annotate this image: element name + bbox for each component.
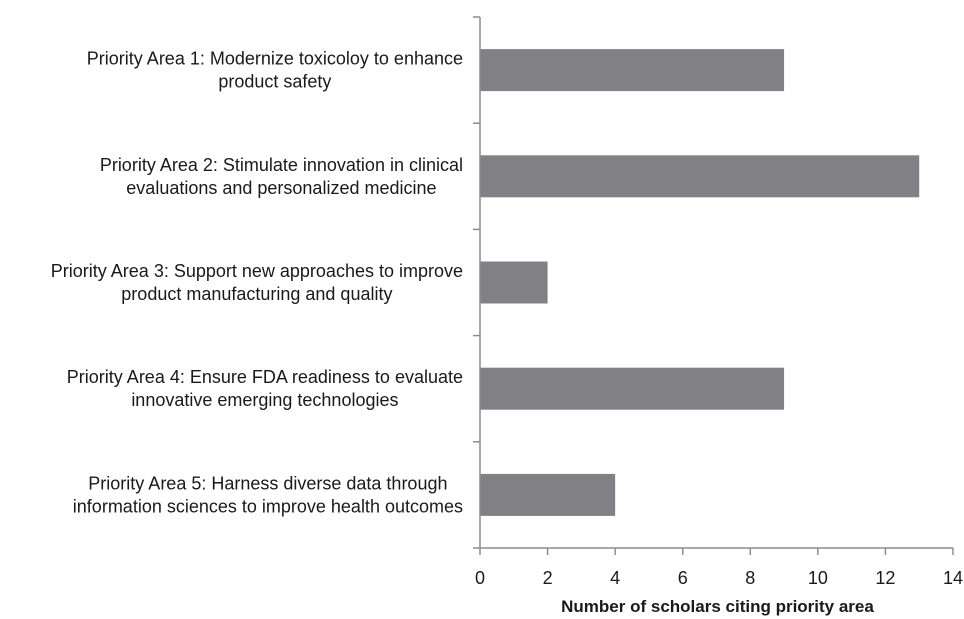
bar	[480, 49, 785, 92]
y-axis-ticks	[473, 16, 480, 549]
bar	[480, 367, 785, 410]
category-label-line: innovative emerging technologies	[131, 390, 398, 410]
bar	[480, 261, 548, 304]
category-label-line: evaluations and personalized medicine	[126, 178, 436, 198]
x-tick-label: 2	[543, 568, 553, 588]
category-label-line: information sciences to improve health o…	[73, 496, 463, 516]
category-label-line: Priority Area 5: Harness diverse data th…	[88, 473, 447, 493]
category-label: Priority Area 4: Ensure FDA readiness to…	[67, 367, 463, 410]
category-label-line: product manufacturing and quality	[121, 284, 392, 304]
x-tick-label: 4	[610, 568, 620, 588]
category-label: Priority Area 2: Stimulate innovation in…	[100, 155, 463, 198]
bar	[480, 473, 616, 516]
category-label-line: Priority Area 3: Support new approaches …	[51, 261, 463, 281]
bars-group	[480, 49, 920, 516]
x-tick-label: 8	[745, 568, 755, 588]
bar	[480, 155, 920, 198]
x-tick-label: 12	[875, 568, 895, 588]
category-label-line: Priority Area 4: Ensure FDA readiness to…	[67, 367, 463, 387]
x-axis-title: Number of scholars citing priority area	[561, 597, 874, 616]
x-tick-label: 0	[475, 568, 485, 588]
category-label: Priority Area 3: Support new approaches …	[51, 261, 463, 304]
category-label: Priority Area 5: Harness diverse data th…	[73, 473, 463, 516]
category-labels: Priority Area 1: Modernize toxicoloy to …	[51, 49, 463, 517]
x-tick-label: 14	[943, 568, 963, 588]
category-label-line: Priority Area 1: Modernize toxicoloy to …	[87, 49, 463, 69]
axes-group	[479, 17, 953, 549]
category-label-line: Priority Area 2: Stimulate innovation in…	[100, 155, 463, 175]
x-tick-label: 10	[808, 568, 828, 588]
category-label: Priority Area 1: Modernize toxicoloy to …	[87, 49, 463, 92]
x-axis-ticks: 0 2 4 6 8 10 12 14	[475, 548, 963, 588]
category-label-line: product safety	[218, 72, 331, 92]
x-tick-label: 6	[678, 568, 688, 588]
